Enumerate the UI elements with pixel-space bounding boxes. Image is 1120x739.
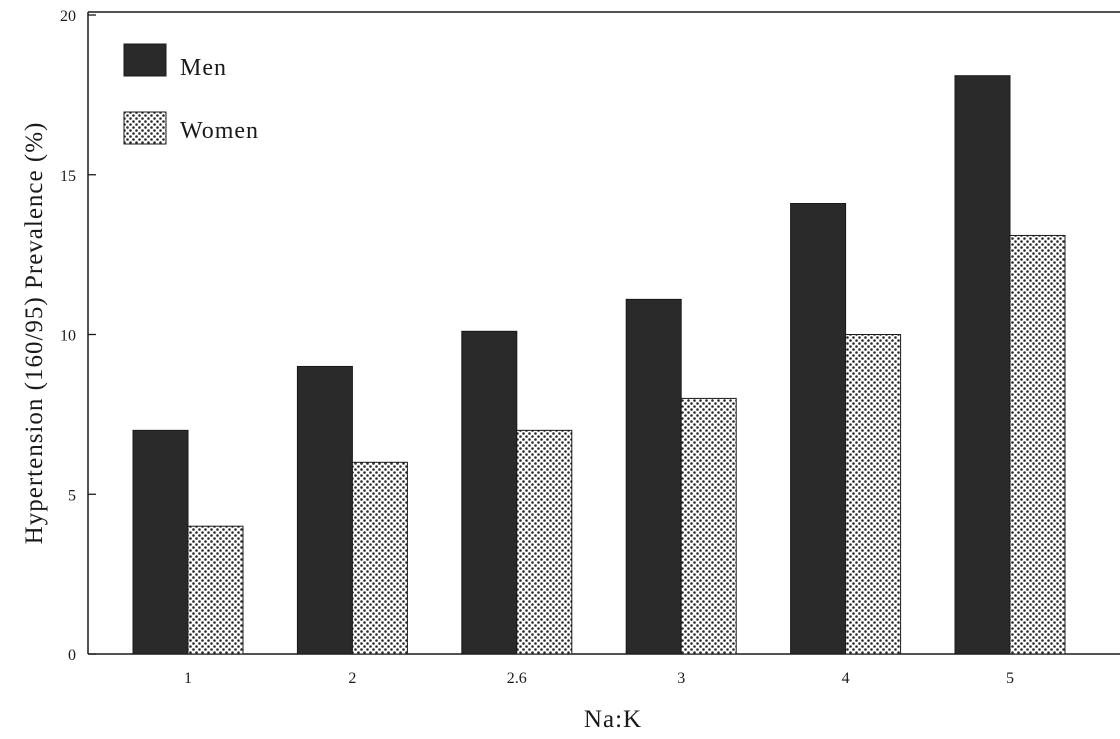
- bar-men-2: [296, 365, 353, 655]
- x-tick-label: 3: [677, 670, 685, 687]
- bar-women-2: [351, 461, 408, 655]
- legend-swatch-men: [123, 43, 167, 77]
- x-axis-title: Na:K: [584, 706, 642, 733]
- legend-swatch-women: [123, 111, 167, 145]
- bar-women-3: [680, 397, 737, 655]
- x-tick-label: 5: [1006, 670, 1014, 687]
- y-tick-label: 0: [68, 647, 76, 664]
- bars-group: [132, 75, 1066, 655]
- y-tick-label: 10: [60, 328, 76, 345]
- x-tick-label: 2: [348, 670, 356, 687]
- y-axis-ticks: 0 5 10 15 20: [60, 8, 96, 664]
- legend-label-women: Women: [180, 118, 259, 144]
- bar-men-2-6: [461, 330, 518, 655]
- bar-women-5: [1009, 234, 1066, 655]
- bar-men-5: [954, 75, 1011, 655]
- bar-women-4: [845, 334, 902, 655]
- y-tick-label: 15: [60, 168, 76, 185]
- x-axis-ticks: 1 2 2.6 3 4 5: [184, 670, 1014, 687]
- y-tick-label: 20: [60, 8, 76, 25]
- x-tick-label: 1: [184, 670, 192, 687]
- legend: Men Women: [123, 43, 259, 145]
- x-tick-label: 4: [842, 670, 850, 687]
- bar-women-1: [187, 525, 244, 655]
- y-axis-title: Hypertension (160/95) Prevalence (%): [21, 122, 48, 545]
- bar-men-4: [790, 203, 847, 655]
- bar-women-2-6: [516, 429, 573, 655]
- bar-men-3: [625, 298, 682, 655]
- legend-label-men: Men: [180, 55, 227, 81]
- bar-men-1: [132, 429, 189, 655]
- y-tick-label: 5: [68, 487, 76, 504]
- x-tick-label: 2.6: [507, 670, 527, 687]
